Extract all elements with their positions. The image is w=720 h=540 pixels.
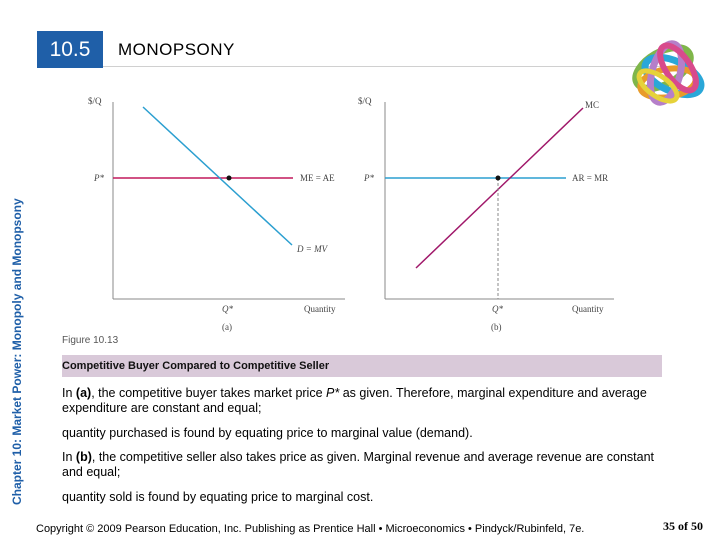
- p1-bold: (a): [75, 386, 92, 400]
- panel-label-b: (b): [491, 322, 502, 332]
- figure-title-bar: Competitive Buyer Compared to Competitiv…: [62, 355, 662, 377]
- p1-prefix: In: [62, 386, 76, 400]
- mc-line: [415, 107, 584, 269]
- price-label-a: P*: [93, 173, 104, 183]
- me-ae-label: ME = AE: [300, 173, 335, 183]
- x-label-a: Quantity: [304, 304, 336, 314]
- equilibrium-point-b: [495, 175, 501, 181]
- page-number: 35 of 50: [663, 519, 703, 533]
- y-label-a: $/Q: [88, 96, 102, 106]
- demand-label: D = MV: [296, 244, 329, 254]
- paragraph-b: In (b), the competitive seller also take…: [62, 450, 672, 480]
- graph-panel-a: $/Q P* ME = AE D = MV Q* Quantity (a): [88, 96, 345, 332]
- demand-line: [142, 106, 293, 246]
- ar-mr-label: AR = MR: [572, 173, 608, 183]
- mc-label: MC: [585, 100, 599, 110]
- quantity-label-b: Q*: [492, 304, 503, 314]
- copyright-footer: Copyright © 2009 Pearson Education, Inc.…: [36, 523, 585, 535]
- section-number: 10.5: [49, 37, 91, 61]
- p3-prefix: In: [62, 450, 76, 464]
- paragraph-b-continued: quantity sold is found by equating price…: [62, 490, 374, 504]
- section-title: MONOPSONY: [118, 40, 235, 59]
- equilibrium-point-a: [226, 175, 232, 181]
- p1-italic: P*: [326, 386, 340, 400]
- quantity-label-a: Q*: [222, 304, 233, 314]
- p3-bold: (b): [75, 450, 92, 464]
- header-divider: [103, 66, 688, 67]
- x-label-b: Quantity: [572, 304, 604, 314]
- panel-label-a: (a): [222, 322, 232, 332]
- rings-logo-icon: [632, 40, 705, 106]
- section-number-box: 10.5: [37, 31, 103, 68]
- chapter-label: Chapter 10: Market Power: Monopoly and M…: [10, 198, 24, 505]
- y-label-b: $/Q: [358, 96, 372, 106]
- p3-suffix: , the competitive seller also takes pric…: [62, 450, 654, 479]
- p1-suffix: as given. Therefore, marginal expenditur…: [62, 386, 647, 415]
- paragraph-a: In (a), the competitive buyer takes mark…: [62, 386, 672, 416]
- figure-title: Competitive Buyer Compared to Competitiv…: [62, 360, 330, 372]
- price-label-b: P*: [363, 173, 374, 183]
- paragraph-a-continued: quantity purchased is found by equating …: [62, 426, 473, 440]
- figure-number: Figure 10.13: [62, 335, 119, 346]
- p1-mid: , the competitive buyer takes market pri…: [91, 386, 327, 400]
- graph-panel-b: $/Q P* AR = MR MC Q* Quantity (b): [358, 96, 614, 332]
